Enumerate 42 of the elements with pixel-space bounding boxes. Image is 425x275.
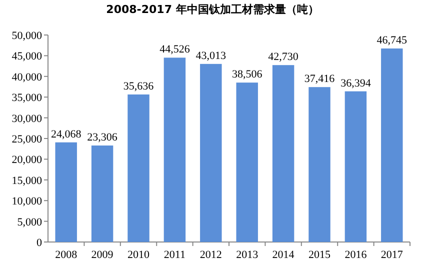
- y-tick-label: 15,000: [12, 174, 42, 187]
- bar: [344, 91, 367, 242]
- y-tick-label: 50,000: [12, 30, 42, 42]
- data-label: 42,730: [268, 51, 299, 64]
- bar: [164, 58, 186, 242]
- y-tick-label: 25,000: [12, 134, 42, 146]
- data-label: 24,068: [50, 128, 82, 140]
- bar: [200, 64, 222, 242]
- y-tick-label: 10,000: [12, 196, 42, 208]
- data-label: 46,745: [376, 34, 408, 46]
- data-label: 38,506: [232, 68, 263, 81]
- bar: [236, 82, 258, 242]
- data-label: 43,013: [196, 50, 227, 62]
- x-tick-label: 2015: [308, 249, 331, 261]
- bar: [308, 87, 330, 242]
- data-label: 37,416: [304, 73, 336, 86]
- y-tick-label: 5,000: [17, 216, 42, 228]
- x-tick-label: 2010: [128, 249, 150, 261]
- y-tick-label: 30,000: [12, 112, 42, 125]
- bar: [128, 94, 150, 242]
- chart-title: 2008-2017 年中国钛加工材需求量（吨）: [106, 3, 319, 16]
- x-tick-label: 2008: [55, 249, 78, 261]
- x-tick-label: 2017: [380, 249, 404, 261]
- data-label: 44,526: [160, 44, 190, 56]
- bar: [272, 65, 294, 242]
- x-tick-label: 2013: [236, 249, 259, 261]
- x-tick-label: 2016: [344, 249, 368, 261]
- bar: [91, 146, 114, 242]
- data-label: 23,306: [87, 132, 118, 144]
- data-label: 36,394: [340, 77, 372, 90]
- x-tick-label: 2014: [272, 249, 295, 261]
- bar: [55, 142, 77, 242]
- x-tick-label: 2012: [200, 249, 222, 261]
- y-tick-label: 35,000: [12, 92, 42, 104]
- y-tick-label: 40,000: [12, 71, 42, 84]
- y-tick-label: 20,000: [12, 154, 42, 166]
- y-tick-label: 45,000: [12, 50, 42, 63]
- x-tick-label: 2009: [91, 249, 114, 261]
- y-tick-label: 0: [36, 237, 42, 249]
- data-label: 35,636: [123, 80, 154, 92]
- bar: [381, 48, 403, 242]
- x-tick-label: 2011: [164, 249, 186, 261]
